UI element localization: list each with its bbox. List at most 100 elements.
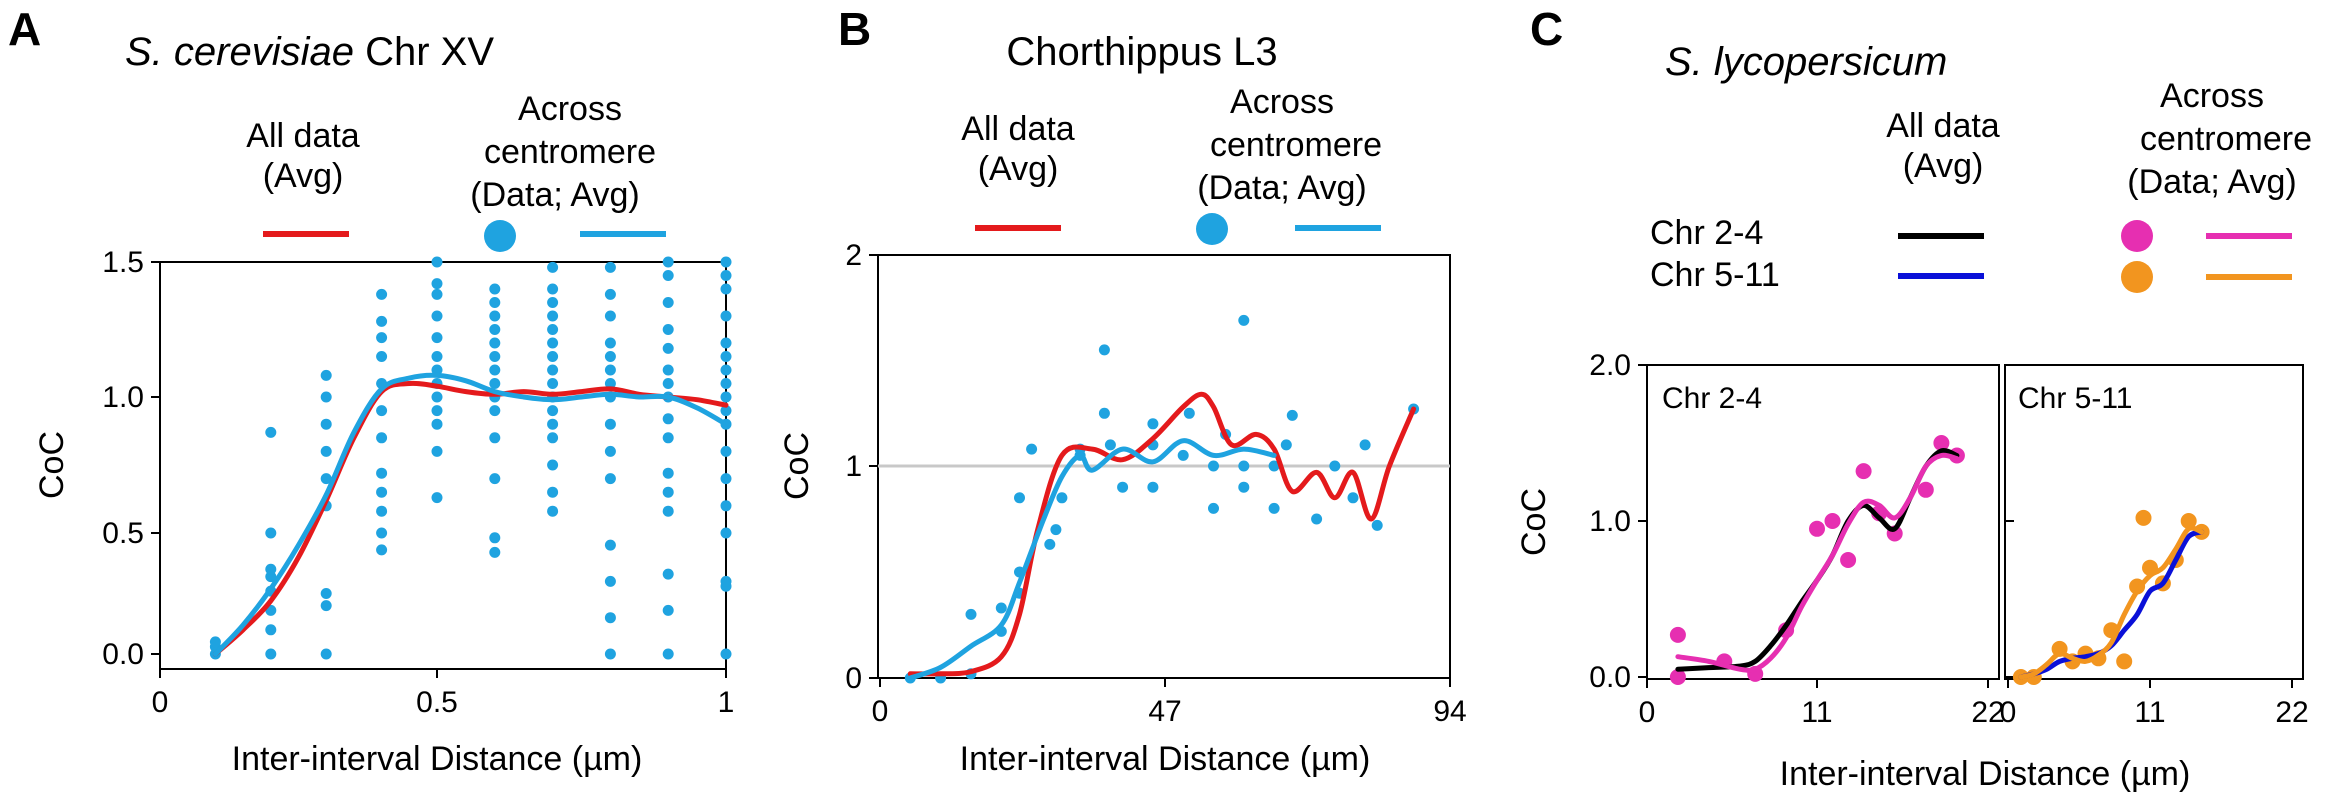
panel-c-ylabel: CoC bbox=[1515, 488, 1553, 556]
panel-a-data-point bbox=[431, 445, 443, 457]
panel-b-data-point bbox=[1098, 407, 1110, 419]
panel-c-legend-row-chr2-4: Chr 2-4 bbox=[1650, 214, 1763, 252]
panel-a-data-point bbox=[265, 426, 277, 438]
panel-b-data-point bbox=[1208, 502, 1219, 514]
panel-a-data-point bbox=[662, 432, 674, 444]
panel-a-data-point bbox=[547, 418, 559, 430]
panel-a-data-point bbox=[662, 413, 674, 425]
panel-a-data-point bbox=[376, 432, 388, 444]
panel-c-legend-magenta-dot bbox=[2121, 220, 2153, 252]
panel-b-data-point bbox=[1311, 513, 1323, 525]
panel-a-legend-across-line1: Across bbox=[518, 90, 622, 128]
panel-c1-data-point bbox=[1917, 481, 1934, 498]
panel-b-data-point bbox=[1044, 538, 1056, 550]
panel-b-data-point bbox=[1014, 492, 1025, 504]
panel-b-xtick-label: 47 bbox=[1148, 695, 1181, 728]
panel-a-data-point bbox=[376, 315, 388, 327]
panel-a-ytick-label: 0.5 bbox=[102, 517, 144, 550]
panel-a-data-point bbox=[720, 270, 732, 281]
panel-a-xtick-label: 0 bbox=[152, 686, 169, 719]
panel-b-title: Chorthippus L3 bbox=[1006, 30, 1277, 74]
panel-a-data-point bbox=[265, 648, 277, 660]
panel-c1-ytick-label: 0.0 bbox=[1589, 661, 1631, 694]
panel-a-data-point bbox=[547, 378, 559, 389]
panel-a-line-all-data-avg bbox=[212, 380, 729, 657]
panel-a-data-point bbox=[604, 288, 616, 300]
panel-a-data-point bbox=[376, 351, 388, 362]
panel-c2-xtick-label: 0 bbox=[2000, 696, 2017, 729]
panel-a-data-point bbox=[489, 351, 501, 362]
panel-a-data-point bbox=[604, 445, 616, 457]
panel-a-data-point bbox=[720, 337, 732, 349]
panel-a-data-point bbox=[604, 364, 616, 376]
panel-c1-ytick-label: 1.0 bbox=[1589, 505, 1631, 538]
panel-a-data-point bbox=[720, 391, 732, 403]
panel-a-data-point bbox=[547, 337, 559, 349]
panel-a-ylabel: CoC bbox=[33, 431, 71, 499]
panel-letter-b: B bbox=[838, 3, 871, 55]
panel-a-data-point bbox=[720, 648, 732, 660]
panel-b-data-point bbox=[1359, 439, 1371, 451]
panel-a-data-point bbox=[489, 546, 501, 558]
panel-b-data-point bbox=[995, 602, 1007, 614]
panel-b-data-point bbox=[1238, 481, 1250, 493]
panel-c-legend-across-line1: Across bbox=[2160, 77, 2264, 115]
panel-a-data-point bbox=[547, 405, 559, 417]
panel-b-line-all-data-avg bbox=[907, 391, 1417, 677]
panel-a-data-point bbox=[547, 364, 559, 376]
panel-c1-xtick-label: 11 bbox=[1801, 696, 1832, 729]
panel-a-data-point bbox=[604, 310, 616, 322]
panel-c: C S. lycopersicum All data (Avg) Across … bbox=[1515, 3, 2312, 793]
panel-c2-subtitle: Chr 5-11 bbox=[2018, 382, 2133, 415]
panel-a-ytick-label: 1.5 bbox=[102, 246, 144, 279]
panel-a-plot-frame bbox=[159, 261, 727, 670]
panel-b: B Chorthippus L3 All data (Avg) Across c… bbox=[778, 3, 1467, 778]
panel-c2-xtick-label: 22 bbox=[2275, 696, 2308, 729]
panel-a-data-point bbox=[720, 283, 732, 295]
panel-b-data-point bbox=[1347, 492, 1359, 504]
panel-a-data-point bbox=[662, 648, 674, 660]
panel-a-data-point bbox=[489, 432, 501, 444]
panel-c1-data-point bbox=[1809, 520, 1825, 537]
panel-a-title: S. cerevisiae Chr XV bbox=[125, 30, 494, 74]
panel-a-data-point bbox=[662, 568, 674, 580]
panel-a-data-point bbox=[720, 473, 732, 485]
panel-b-data-point bbox=[1286, 409, 1298, 421]
panel-b-data-point bbox=[1280, 439, 1292, 451]
panel-a-data-point bbox=[604, 261, 616, 273]
panel-b-legend-blue-dot bbox=[1196, 213, 1228, 245]
panel-a-data-point bbox=[720, 445, 732, 457]
panel-a-legend-across-line2: centromere bbox=[484, 133, 656, 171]
panel-a-data-point bbox=[547, 432, 559, 444]
panel-c1-data-point bbox=[1669, 669, 1686, 685]
panel-b-plot: 0 47 94 0 1 2 bbox=[845, 239, 1466, 728]
panel-c1-ytick-label: 2.0 bbox=[1589, 349, 1631, 382]
panel-b-line-across-centromere-avg bbox=[907, 438, 1277, 681]
panel-a-data-point bbox=[604, 473, 616, 485]
panel-c1-xtick-label: 0 bbox=[1639, 696, 1656, 729]
panel-a-legend-all-line2: (Avg) bbox=[263, 157, 344, 195]
panel-a-data-point bbox=[431, 332, 443, 344]
panel-c-legend-all-line1: All data bbox=[1886, 107, 1999, 145]
panel-b-legend-across-line1: Across bbox=[1230, 83, 1334, 121]
panel-a-data-point bbox=[431, 288, 443, 300]
panel-a-data-point bbox=[431, 310, 443, 322]
panel-c-legend-row-chr5-11: Chr 5-11 bbox=[1650, 256, 1780, 294]
panel-a-data-point bbox=[547, 310, 559, 322]
panel-b-data-point bbox=[1183, 407, 1195, 419]
panel-b-ytick-label: 2 bbox=[845, 239, 862, 272]
panel-a-data-point bbox=[376, 467, 388, 479]
panel-c-title: S. lycopersicum bbox=[1665, 40, 1947, 84]
panel-a-data-point bbox=[662, 256, 674, 268]
panel-a-data-point bbox=[376, 332, 388, 344]
panel-a-data-point bbox=[431, 492, 443, 504]
panel-b-xlabel: Inter-interval Distance (µm) bbox=[960, 740, 1371, 778]
panel-a-data-point bbox=[662, 270, 674, 281]
panel-b-legend-all-line2: (Avg) bbox=[978, 150, 1059, 188]
panel-c1-data-point bbox=[1855, 463, 1872, 480]
panel-b-data-point bbox=[1177, 449, 1189, 461]
panel-a-data-point bbox=[604, 575, 616, 587]
panel-b-ylabel: CoC bbox=[778, 432, 816, 500]
panel-b-legend-across-line3: (Data; Avg) bbox=[1197, 169, 1366, 207]
panel-b-data-point bbox=[1371, 519, 1383, 531]
